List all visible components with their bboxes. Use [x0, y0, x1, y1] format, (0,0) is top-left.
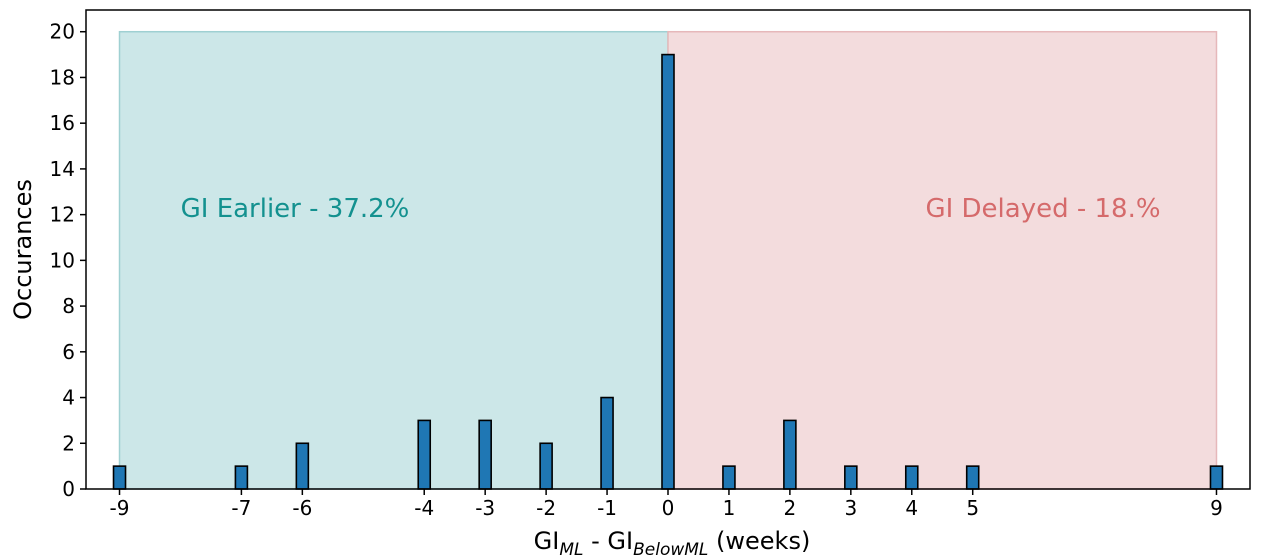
x-tick-label: -3 [475, 496, 495, 520]
y-tick-label: 4 [62, 386, 75, 410]
bar--2 [539, 442, 553, 490]
y-tick-label: 2 [62, 431, 75, 455]
x-tick-label: 4 [905, 496, 918, 520]
region-delayed [667, 30, 1218, 490]
bar--1 [600, 396, 614, 490]
x-tick-label: -7 [231, 496, 251, 520]
bar--3 [478, 419, 492, 490]
bar-0 [661, 53, 675, 490]
bar-3 [844, 465, 858, 490]
annotations: GI Earlier - 37.2% GI Delayed - 18.% [181, 194, 1161, 224]
x-axis-title-sub-left: ML [559, 540, 583, 559]
y-tick-label: 12 [50, 203, 75, 227]
shaded-regions [118, 30, 1218, 490]
x-axis-title-separator: - [584, 527, 608, 555]
x-axis-title: GIML - GIBelowML (weeks) [534, 527, 811, 559]
y-tick-label: 8 [62, 294, 75, 318]
x-tick-label: 9 [1210, 496, 1223, 520]
y-tick-label: 10 [50, 248, 75, 272]
bar--9 [112, 465, 127, 490]
y-tick-label: 14 [50, 157, 75, 181]
bar-2 [783, 419, 797, 490]
bar-5 [965, 465, 980, 490]
x-tick-label: 0 [662, 496, 675, 520]
region-label-earlier: GI Earlier - 37.2% [181, 194, 410, 224]
bar--7 [234, 465, 249, 490]
y-tick-label: 20 [50, 20, 75, 44]
bar-1 [722, 465, 736, 490]
y-tick-label: 0 [62, 477, 75, 501]
bar-series [112, 53, 1224, 490]
region-earlier [118, 30, 669, 490]
x-tick-label: 1 [723, 496, 736, 520]
x-tick-label: -4 [414, 496, 434, 520]
y-tick-label: 16 [50, 111, 75, 135]
bar--6 [295, 442, 310, 490]
x-axis-title-gi-right: GI [607, 527, 633, 555]
x-axis-title-sub-right: BelowML [633, 540, 708, 559]
x-tick-label: -2 [536, 496, 556, 520]
x-tick-label: 3 [844, 496, 857, 520]
x-tick-label: -9 [110, 496, 130, 520]
bar-9 [1209, 465, 1224, 490]
y-tick-label: 18 [50, 65, 75, 89]
y-axis-title: Occurances [9, 179, 37, 320]
x-axis-title-unit: (weeks) [708, 527, 810, 555]
region-label-delayed: GI Delayed - 18.% [925, 194, 1160, 224]
x-tick-label: -1 [597, 496, 617, 520]
bar-4 [904, 465, 919, 490]
x-axis-title-gi-left: GI [534, 527, 560, 555]
x-tick-label: 2 [784, 496, 797, 520]
x-tick-label: -6 [292, 496, 312, 520]
x-tick-label: 5 [966, 496, 979, 520]
y-tick-label: 6 [62, 340, 75, 364]
bar--4 [417, 419, 432, 490]
